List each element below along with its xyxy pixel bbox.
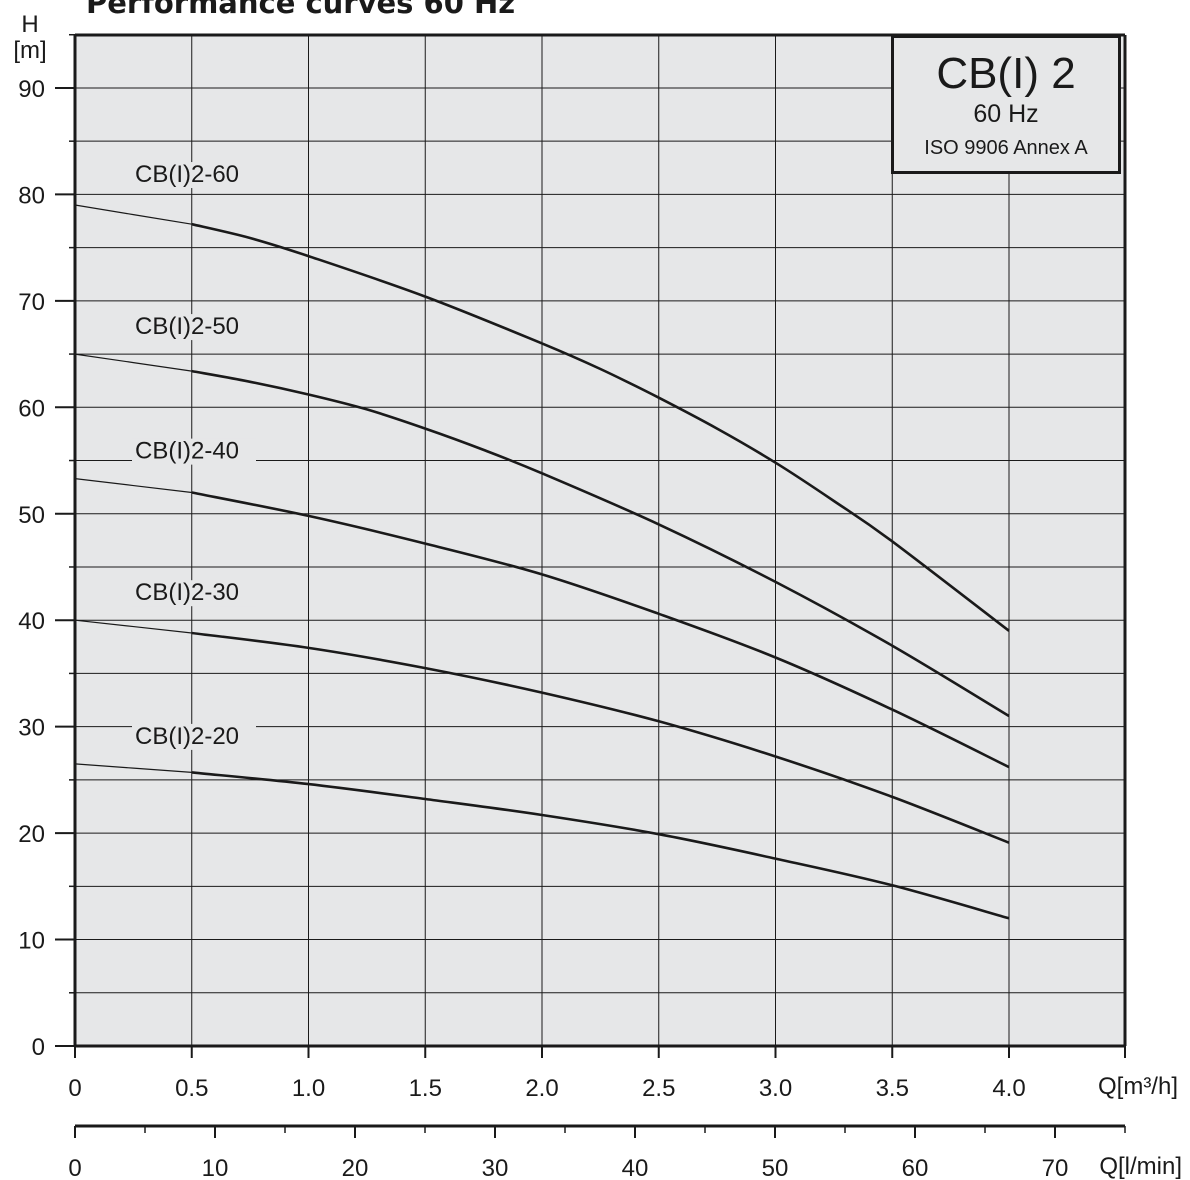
y-tick-label: 0 — [32, 1034, 45, 1061]
x-axis-lmin: 0 10 20 30 40 50 60 70 Q[l/min] — [68, 1124, 1182, 1180]
plot-area — [75, 35, 1125, 1046]
y-tick-label: 70 — [18, 289, 45, 316]
grid-lines — [75, 34, 1125, 1046]
y-tick-label: 40 — [18, 608, 45, 635]
model-info-box: CB(I) 2 60 Hz ISO 9906 Annex A — [891, 35, 1121, 174]
x2-tick-label: 70 — [1042, 1155, 1069, 1180]
x-tick-label: 0 — [68, 1075, 81, 1102]
series-label-bg — [132, 438, 256, 465]
x-tick-label: 2.0 — [525, 1075, 558, 1102]
y-tick-label: 80 — [18, 182, 45, 209]
x-axis-label: Q[m³/h] — [1098, 1073, 1178, 1100]
x-tick-label: 1.5 — [409, 1075, 442, 1102]
x-tick-label: 2.5 — [642, 1075, 675, 1102]
curve-cbi2-60-start — [74, 204, 192, 225]
y-tick-label: 20 — [18, 821, 45, 848]
series-label-bg — [132, 162, 256, 189]
y-tick-label: 90 — [18, 76, 45, 103]
x-axis-m3h: 0 0.5 1.0 1.5 2.0 2.5 3.0 3.5 4.0 Q[m³/h] — [68, 1046, 1178, 1102]
curve-cbi2-60 — [191, 222, 1010, 632]
x-tick-label: 3.0 — [759, 1075, 792, 1102]
x2-tick-label: 0 — [68, 1155, 81, 1180]
plot-frame — [73, 33, 1127, 1048]
series-label-bg — [132, 723, 256, 750]
frequency-label: 60 Hz — [973, 100, 1039, 128]
x-tick-label: 4.0 — [992, 1075, 1025, 1102]
x2-tick-label: 20 — [342, 1155, 369, 1180]
y-tick-label: 10 — [18, 928, 45, 955]
series-label-bg — [132, 580, 256, 607]
x2-axis-label: Q[l/min] — [1099, 1153, 1182, 1180]
series-labels: CB(I)2-60 CB(I)2-50 CB(I)2-40 CB(I)2-30 CB(I… — [132, 161, 256, 750]
y-axis-label: H — [21, 11, 38, 38]
curve-cbi2-50-start — [74, 353, 192, 372]
series-label: CB(I)2-20 — [135, 723, 239, 750]
y-tick-label: 30 — [18, 715, 45, 742]
x2-tick-label: 30 — [482, 1155, 509, 1180]
x2-tick-label: 60 — [902, 1155, 929, 1180]
curves — [74, 204, 1010, 920]
curve-cbi2-30-start — [74, 619, 192, 634]
x2-tick-label: 50 — [762, 1155, 789, 1180]
y-tick-label: 60 — [18, 395, 45, 422]
x2-tick-label: 40 — [622, 1155, 649, 1180]
series-label: CB(I)2-60 — [135, 161, 239, 188]
series-label: CB(I)2-30 — [135, 579, 239, 606]
series-label-bg — [132, 314, 256, 341]
y-tick-label: 50 — [18, 502, 45, 529]
x-tick-label: 1.0 — [292, 1075, 325, 1102]
y-axis: 0 10 20 30 40 50 60 70 80 90 H[m] — [13, 11, 75, 1061]
curve-cbi2-20-start — [74, 763, 192, 773]
curve-cbi2-20 — [191, 771, 1010, 920]
standard-label: ISO 9906 Annex A — [924, 137, 1088, 159]
curve-cbi2-50 — [191, 369, 1010, 718]
series-label: CB(I)2-50 — [135, 313, 239, 340]
x-tick-label: 0.5 — [175, 1075, 208, 1102]
curve-cbi2-30 — [191, 631, 1010, 844]
series-label: CB(I)2-40 — [135, 438, 239, 465]
chart-title: Performance curves 60 Hz — [86, 0, 516, 20]
x-tick-label: 3.5 — [876, 1075, 909, 1102]
model-name: CB(I) 2 — [936, 49, 1076, 98]
x2-tick-label: 10 — [202, 1155, 229, 1180]
curve-cbi2-40 — [191, 491, 1010, 769]
y-axis-unit: [m] — [13, 37, 46, 64]
curve-cbi2-40-start — [74, 478, 192, 494]
